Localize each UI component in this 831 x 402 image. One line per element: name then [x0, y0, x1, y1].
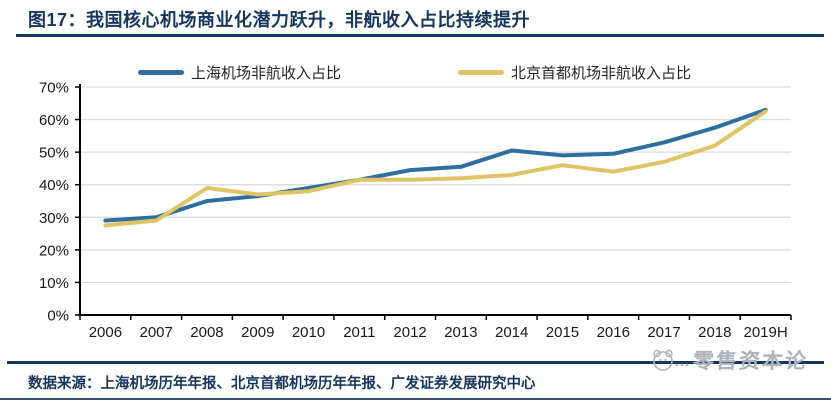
svg-text:0%: 0%: [47, 308, 69, 325]
svg-text:2006: 2006: [89, 324, 122, 341]
title-divider: [16, 34, 824, 37]
legend-swatch-beijing: [458, 69, 504, 75]
svg-text:2007: 2007: [139, 324, 172, 341]
svg-text:60%: 60%: [39, 112, 69, 129]
legend-item-beijing: 北京首都机场非航收入占比: [458, 62, 691, 82]
legend-item-shanghai: 上海机场非航收入占比: [138, 62, 341, 82]
svg-text:2009: 2009: [241, 324, 274, 341]
legend-swatch-shanghai: [138, 69, 184, 75]
watermark-logo-icon: [653, 349, 689, 371]
watermark-text: 零售资本论: [692, 350, 809, 373]
data-source-text: 数据来源：上海机场历年年报、北京首都机场历年年报、广发证券发展研究中心: [28, 376, 536, 392]
svg-text:2008: 2008: [190, 324, 223, 341]
figure-title: 图17：我国核心机场商业化潜力跃升，非航收入占比持续提升: [28, 10, 531, 30]
bottom-divider: [0, 398, 831, 400]
svg-text:40%: 40%: [39, 177, 69, 194]
legend-label-beijing: 北京首都机场非航收入占比: [511, 64, 692, 82]
line-chart: 0% 10% 20% 30% 40% 50% 60% 70% 2006 2007 2008 2009 2…: [39, 80, 792, 341]
svg-text:2016: 2016: [597, 324, 630, 341]
svg-text:2012: 2012: [393, 324, 426, 341]
svg-text:2015: 2015: [546, 324, 579, 341]
svg-text:2013: 2013: [444, 324, 477, 341]
svg-text:2017: 2017: [647, 324, 680, 341]
svg-text:2010: 2010: [292, 324, 325, 341]
svg-text:10%: 10%: [39, 275, 69, 292]
svg-text:2018: 2018: [698, 324, 731, 341]
svg-text:70%: 70%: [39, 80, 69, 97]
watermark: 零售资本论: [650, 345, 809, 375]
svg-text:20%: 20%: [39, 242, 69, 259]
svg-text:2011: 2011: [343, 324, 375, 341]
footer-divider: [7, 361, 824, 364]
svg-text:2014: 2014: [495, 324, 528, 341]
svg-text:30%: 30%: [39, 210, 69, 227]
svg-text:50%: 50%: [39, 145, 69, 162]
svg-text:2019H: 2019H: [744, 324, 788, 341]
legend-label-shanghai: 上海机场非航收入占比: [191, 64, 342, 82]
